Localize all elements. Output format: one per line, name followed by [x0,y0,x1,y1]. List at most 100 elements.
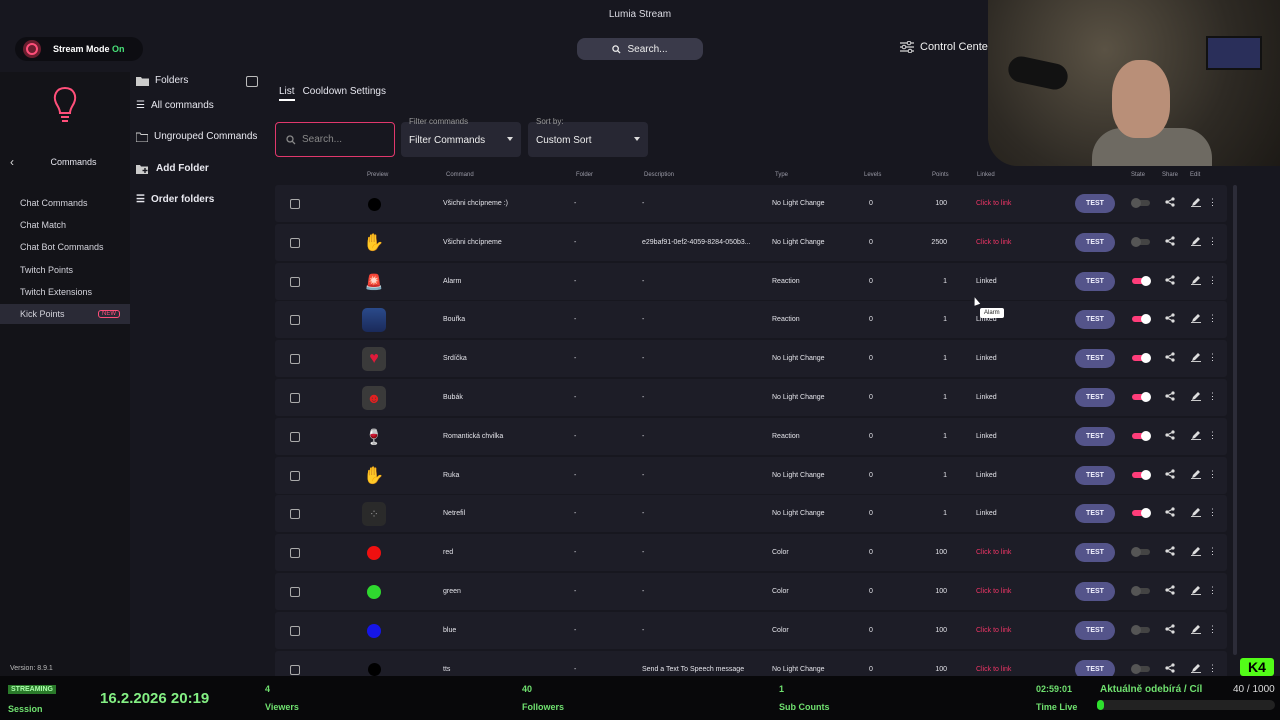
state-toggle[interactable] [1132,314,1151,325]
table-row[interactable]: ✋ Ruka - - No Light Change 0 1 Linked TEST ⋮ [275,456,1227,494]
state-toggle[interactable] [1132,469,1151,480]
test-button[interactable]: TEST [1075,349,1115,369]
state-toggle[interactable] [1131,236,1150,247]
row-checkbox[interactable] [290,199,300,209]
edit-icon[interactable] [1191,236,1201,248]
table-row[interactable]: ♥ Srdíčka - - No Light Change 0 1 Linked TEST ⋮ [275,340,1227,378]
row-checkbox[interactable] [290,393,300,403]
test-button[interactable]: TEST [1075,543,1115,563]
more-vert-icon[interactable]: ⋮ [1208,313,1217,324]
test-button[interactable]: TEST [1075,504,1115,524]
more-vert-icon[interactable]: ⋮ [1208,391,1217,401]
test-button[interactable]: TEST [1075,659,1115,679]
share-icon[interactable] [1165,313,1175,325]
more-vert-icon[interactable]: ⋮ [1208,352,1217,363]
state-toggle[interactable] [1131,586,1150,596]
test-button[interactable]: TEST [1075,388,1115,407]
tab-cooldown-settings[interactable]: Cooldown Settings [302,86,386,97]
share-icon[interactable] [1165,197,1175,209]
more-vert-icon[interactable]: ⋮ [1208,546,1217,557]
state-toggle[interactable] [1132,275,1151,286]
edit-icon[interactable] [1191,197,1201,209]
table-row[interactable]: Všichni chcípneme :) - - No Light Change 0 10… [275,185,1227,222]
more-vert-icon[interactable]: ⋮ [1208,585,1217,595]
nav-item-kick-points[interactable]: Kick Points NEW [0,304,130,324]
state-toggle[interactable] [1131,198,1150,208]
state-toggle[interactable] [1132,392,1151,402]
edit-icon[interactable] [1191,391,1201,403]
share-icon[interactable] [1165,430,1175,442]
scrollbar[interactable] [1233,185,1237,655]
row-linked[interactable]: Click to link [976,238,1012,246]
nav-item-twitch-extensions[interactable]: Twitch Extensions [0,282,130,302]
share-icon[interactable] [1165,274,1175,287]
table-row[interactable]: ☻ Bubák - - No Light Change 0 1 Linked TEST ⋮ [275,379,1227,416]
table-row[interactable]: ⁘ Netrefil - - No Light Change 0 1 Linked TEST ⋮ [275,495,1227,533]
more-vert-icon[interactable]: ⋮ [1208,235,1217,246]
state-toggle[interactable] [1132,353,1151,364]
edit-icon[interactable] [1191,275,1201,287]
nav-item-chat-commands[interactable]: Chat Commands [0,193,130,213]
share-icon[interactable] [1165,236,1175,248]
state-toggle[interactable] [1131,624,1150,635]
test-button[interactable]: TEST [1075,271,1115,291]
state-toggle[interactable] [1131,547,1150,558]
collapse-panel-icon[interactable] [246,76,258,87]
nav-item-twitch-points[interactable]: Twitch Points [0,260,130,280]
more-vert-icon[interactable]: ⋮ [1208,274,1217,285]
row-checkbox[interactable] [290,237,300,248]
test-button[interactable]: TEST [1075,582,1115,601]
test-button[interactable]: TEST [1075,310,1115,330]
table-row[interactable]: blue - - Color 0 100 Click to link TEST ⋮ [275,611,1227,649]
control-center-button[interactable]: Control Center [900,41,992,53]
more-vert-icon[interactable]: ⋮ [1208,623,1217,634]
more-vert-icon[interactable]: ⋮ [1208,662,1217,673]
stream-mode-toggle[interactable]: Stream Mode On [15,37,143,61]
edit-icon[interactable] [1191,663,1201,675]
nav-item-chat-match[interactable]: Chat Match [0,215,130,235]
folder-ungrouped[interactable]: Ungrouped Commands [136,131,257,142]
more-vert-icon[interactable]: ⋮ [1208,507,1217,518]
row-checkbox[interactable] [290,509,300,520]
more-vert-icon[interactable]: ⋮ [1208,197,1217,207]
state-toggle[interactable] [1131,663,1150,674]
share-icon[interactable] [1165,468,1175,481]
row-linked[interactable]: Click to link [976,626,1012,634]
edit-icon[interactable] [1191,624,1201,636]
more-vert-icon[interactable]: ⋮ [1208,468,1217,479]
row-linked[interactable]: Click to link [976,665,1012,673]
row-checkbox[interactable] [290,354,300,365]
share-icon[interactable] [1165,507,1175,519]
tab-list[interactable]: List [279,86,295,101]
share-icon[interactable] [1165,546,1175,558]
edit-icon[interactable] [1191,430,1201,442]
test-button[interactable]: TEST [1075,620,1115,640]
nav-item-chat-bot-commands[interactable]: Chat Bot Commands [0,237,130,257]
more-vert-icon[interactable]: ⋮ [1208,429,1217,440]
row-linked[interactable]: Click to link [976,588,1012,595]
row-checkbox[interactable] [290,587,300,597]
table-row[interactable]: green - - Color 0 100 Click to link TEST ⋮ [275,573,1227,610]
row-checkbox[interactable] [290,470,300,481]
edit-icon[interactable] [1191,352,1201,364]
share-icon[interactable] [1165,585,1175,597]
order-folders-button[interactable]: ☰ Order folders [136,194,214,205]
table-row[interactable]: red - - Color 0 100 Click to link TEST ⋮ [275,534,1227,572]
search-input[interactable]: Search... [275,122,395,157]
row-checkbox[interactable] [290,276,300,287]
table-row[interactable]: 🚨 Alarm - - Reaction 0 1 Linked TEST ⋮ [275,262,1227,300]
table-row[interactable]: 🍷 Romantická chvilka - - Reaction 0 1 Linked TES… [275,417,1227,455]
state-toggle[interactable] [1132,430,1151,441]
share-icon[interactable] [1165,352,1175,364]
global-search-button[interactable]: Search... [577,38,703,60]
row-checkbox[interactable] [290,431,300,442]
test-button[interactable]: TEST [1075,232,1115,252]
edit-icon[interactable] [1191,585,1201,597]
edit-icon[interactable] [1191,469,1201,481]
share-icon[interactable] [1165,391,1175,403]
state-toggle[interactable] [1132,508,1151,519]
edit-icon[interactable] [1191,507,1201,519]
edit-icon[interactable] [1191,313,1201,325]
row-checkbox[interactable] [290,315,300,326]
table-row[interactable]: Bouřka - - Reaction 0 1 Linked TEST ⋮ [275,301,1227,339]
